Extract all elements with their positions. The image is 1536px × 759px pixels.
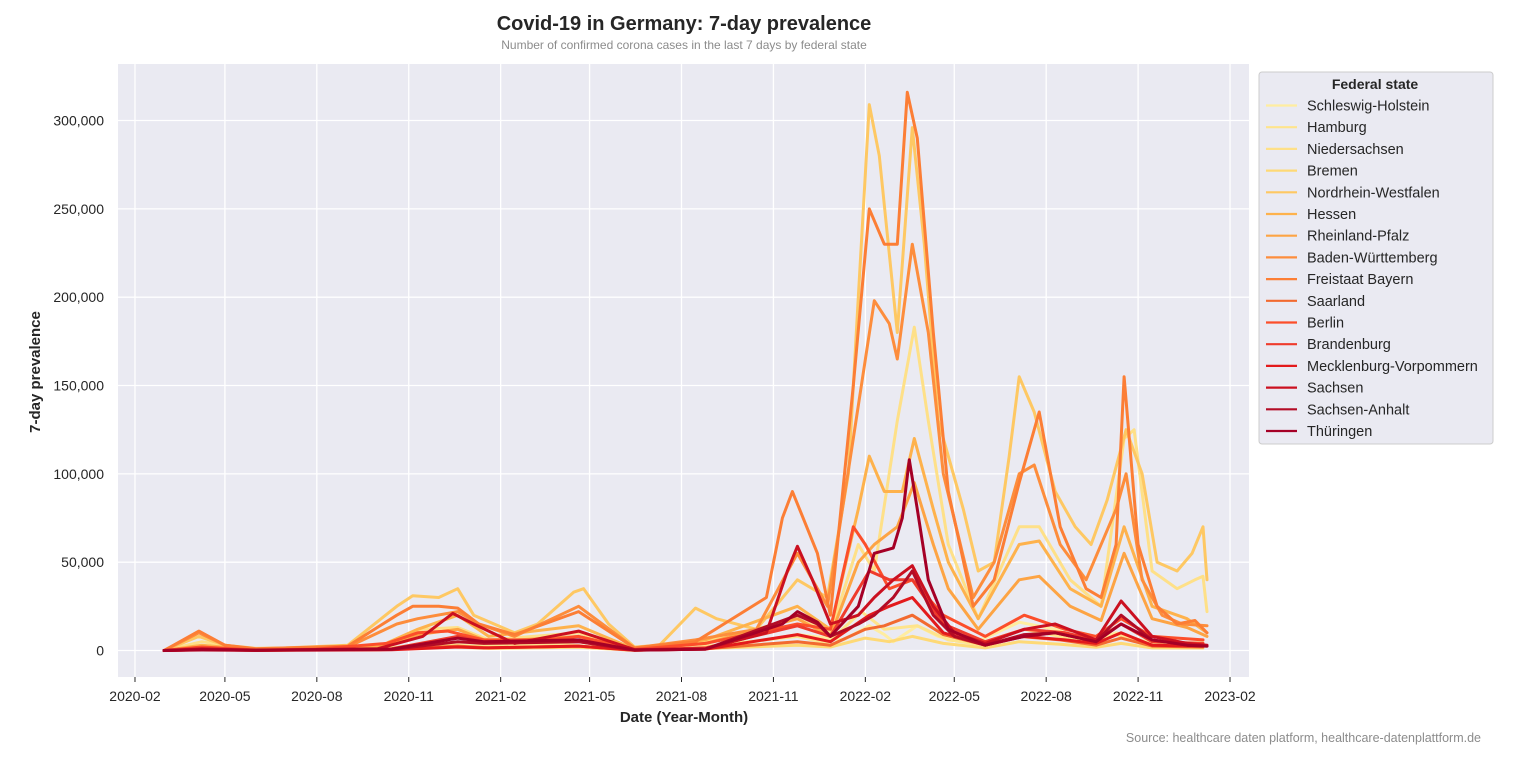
legend-label: Schleswig-Holstein <box>1307 99 1430 115</box>
legend-label: Sachsen <box>1307 381 1363 397</box>
legend-label: Mecklenburg-Vorpommern <box>1307 359 1478 375</box>
y-tick-label: 200,000 <box>53 289 104 305</box>
legend-item: Brandenburg <box>1266 337 1391 353</box>
legend-label: Saarland <box>1307 294 1365 310</box>
plot-area <box>118 64 1249 677</box>
legend-label: Berlin <box>1307 316 1344 332</box>
legend-item: Thüringen <box>1266 424 1372 440</box>
legend-label: Freistaat Bayern <box>1307 272 1413 288</box>
x-tick-label: 2020-05 <box>199 688 251 704</box>
series-line-freistaat-bayern <box>162 90 1209 652</box>
y-tick-label: 150,000 <box>53 378 104 394</box>
y-tick-label: 300,000 <box>53 113 104 129</box>
series-line-baden-w-rttemberg <box>162 242 1209 652</box>
x-tick-label: 2023-02 <box>1204 688 1256 704</box>
legend-items: Schleswig-Holstein Hamburg Niedersachsen Br… <box>1266 99 1478 440</box>
legend-label: Baden-Württemberg <box>1307 250 1438 266</box>
series-line-hessen <box>162 437 1209 652</box>
legend-item: Niedersachsen <box>1266 142 1404 158</box>
y-tick-label: 50,000 <box>61 554 104 570</box>
legend-item: Baden-Württemberg <box>1266 250 1438 266</box>
legend-label: Nordrhein-Westfalen <box>1307 185 1440 201</box>
legend-label: Thüringen <box>1307 424 1372 440</box>
y-axis-label: 7-day prevalence <box>27 311 44 433</box>
x-tick-label: 2021-02 <box>475 688 527 704</box>
y-tick-label: 0 <box>96 643 104 659</box>
legend-title: Federal state <box>1332 76 1419 92</box>
legend-item: Hessen <box>1266 207 1356 223</box>
legend-label: Brandenburg <box>1307 337 1391 353</box>
legend-item: Berlin <box>1266 316 1344 332</box>
legend: Federal state Schleswig-Holstein Hamburg N… <box>1258 71 1494 445</box>
x-tick-label: 2022-11 <box>1113 688 1164 704</box>
x-tick-label: 2022-05 <box>929 688 981 704</box>
series-lines <box>162 90 1209 652</box>
x-tick-label: 2020-11 <box>384 688 435 704</box>
x-axis-label: Date (Year-Month) <box>620 709 748 726</box>
x-axis-ticks: 2020-02 2020-05 2020-08 2020-11 2021-02 2021-… <box>109 677 1256 704</box>
legend-label: Sachsen-Anhalt <box>1307 402 1409 418</box>
legend-label: Hessen <box>1307 207 1356 223</box>
y-tick-label: 100,000 <box>53 466 104 482</box>
x-tick-label: 2022-08 <box>1020 688 1072 704</box>
legend-label: Niedersachsen <box>1307 142 1404 158</box>
x-tick-label: 2020-08 <box>291 688 343 704</box>
legend-item: Mecklenburg-Vorpommern <box>1266 359 1478 375</box>
y-axis-ticks: 0 50,000 100,000 150,000 200,000 250,000 300,0… <box>53 113 104 659</box>
series-line-th-ringen <box>162 458 1209 652</box>
legend-item: Schleswig-Holstein <box>1266 99 1430 115</box>
y-tick-label: 250,000 <box>53 201 104 217</box>
series-line-niedersachsen <box>162 325 1209 652</box>
legend-item: Sachsen <box>1266 381 1363 397</box>
source-note: Source: healthcare daten platform, healt… <box>1126 731 1481 745</box>
x-tick-label: 2021-11 <box>748 688 799 704</box>
legend-item: Nordrhein-Westfalen <box>1266 185 1440 201</box>
x-tick-label: 2022-02 <box>840 688 892 704</box>
legend-item: Saarland <box>1266 294 1365 310</box>
legend-label: Bremen <box>1307 164 1358 180</box>
x-tick-label: 2020-02 <box>109 688 161 704</box>
x-tick-label: 2021-05 <box>564 688 616 704</box>
legend-label: Hamburg <box>1307 120 1367 136</box>
x-tick-label: 2021-08 <box>656 688 708 704</box>
chart-title: Covid-19 in Germany: 7-day prevalence <box>497 13 872 35</box>
series-line-berlin <box>162 525 1205 652</box>
legend-item: Bremen <box>1266 164 1358 180</box>
legend-item: Hamburg <box>1266 120 1367 136</box>
legend-box <box>1258 71 1494 445</box>
series-line-sachsen <box>162 544 1209 652</box>
legend-item: Freistaat Bayern <box>1266 272 1413 288</box>
legend-label: Rheinland-Pfalz <box>1307 229 1409 245</box>
chart-subtitle: Number of confirmed corona cases in the … <box>501 38 867 52</box>
legend-item: Sachsen-Anhalt <box>1266 402 1409 418</box>
legend-item: Rheinland-Pfalz <box>1266 229 1409 245</box>
